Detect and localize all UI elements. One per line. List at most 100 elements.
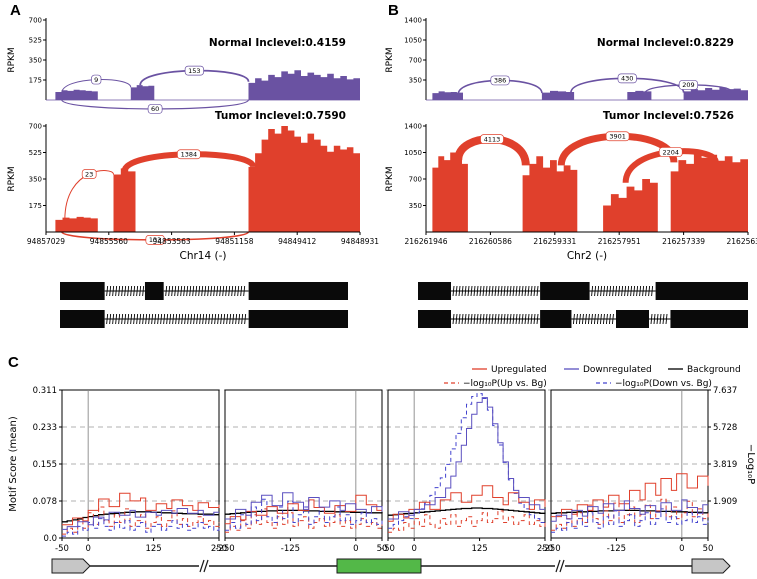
junction-count: 133 <box>149 236 161 244</box>
y-tick-label: 175 <box>29 77 42 85</box>
track-title: Normal Inclevel:0.8229 <box>597 37 734 49</box>
x-tick-label: 94857029 <box>27 237 65 246</box>
x-tick-label: 125 <box>145 544 161 554</box>
exon <box>655 282 748 300</box>
x-axis-title: Chr2 (-) <box>567 250 607 262</box>
y-tick-label: 1400 <box>404 123 422 131</box>
series-down <box>388 397 545 520</box>
subpanel-border <box>387 389 546 539</box>
x-tick-label: 0 <box>411 544 416 554</box>
coverage <box>113 168 136 232</box>
left-axis-title: Motif Score (mean) <box>8 416 19 512</box>
y-tick-label: 350 <box>409 77 422 85</box>
junction-count: 4113 <box>484 135 501 143</box>
right-tick-label: 3.819 <box>713 460 737 470</box>
left-tick-label: 0.233 <box>33 423 57 433</box>
coverage <box>432 152 468 232</box>
junction-count: 430 <box>621 75 633 83</box>
x-tick-label: -250 <box>541 544 560 554</box>
motif-score-plot: 0.0 0.078 0.155 0.233 0.311 1.909 3.819 5.728 7.… <box>8 365 756 574</box>
track-title: Tumor Inclevel:0.7526 <box>603 110 734 122</box>
x-tick-label: 216257951 <box>598 237 641 246</box>
y-axis-title: RPKM <box>385 47 395 72</box>
right-tick-label: 7.637 <box>713 386 737 396</box>
left-tick-label: 0.311 <box>33 386 57 396</box>
y-axis-title: RPKM <box>385 166 395 191</box>
exon <box>144 282 164 300</box>
panel-c-label: C <box>8 354 19 371</box>
junction-count: 3901 <box>609 133 626 141</box>
subpanel-border <box>61 389 220 539</box>
y-tick-label: 175 <box>29 202 42 210</box>
x-tick-label: -50 <box>55 544 69 554</box>
x-tick-label: 250 <box>211 544 227 554</box>
x-tick-label: 216261946 <box>405 237 448 246</box>
legend-label: Upregulated <box>491 365 547 375</box>
exon <box>540 282 590 300</box>
flank-box-left <box>51 558 91 574</box>
break-mark <box>203 559 209 573</box>
coverage <box>248 126 360 232</box>
x-tick-label: 50 <box>703 544 714 554</box>
y-tick-label: 700 <box>409 176 422 184</box>
x-tick-label: 0 <box>85 544 90 554</box>
y-tick-label: 525 <box>29 149 42 157</box>
y-tick-label: 700 <box>409 57 422 65</box>
series-bg <box>62 511 219 523</box>
series-down <box>225 492 383 520</box>
legend-label: −log₁₀P(Up vs. Bg) <box>463 379 547 389</box>
break-mark <box>559 559 565 573</box>
y-tick-label: 1400 <box>404 17 422 25</box>
sashimi-plot-a: 175 350 525 700 RPKM 9 60 153 Normal Inclevel:0.… <box>7 17 379 328</box>
y-tick-label: 350 <box>29 57 42 65</box>
x-tick-label: 94851158 <box>215 237 253 246</box>
subpanel-border <box>550 389 709 539</box>
x-tick-label: 216257339 <box>662 237 705 246</box>
x-tick-label: 0 <box>679 544 684 554</box>
x-tick-label: 94849412 <box>278 237 316 246</box>
break-mark <box>199 559 205 573</box>
series-down <box>551 499 708 522</box>
flank-box-right <box>691 558 731 574</box>
y-tick-label: 1050 <box>404 149 422 157</box>
legend-label: Downregulated <box>583 365 652 375</box>
exon <box>616 310 649 328</box>
coverage <box>248 70 360 100</box>
left-tick-label: 0.078 <box>33 497 57 507</box>
coverage <box>541 90 575 100</box>
coverage <box>130 85 155 100</box>
junction-count: 153 <box>188 67 200 75</box>
exon <box>418 282 451 300</box>
track-title: Normal Inclevel:0.4159 <box>209 37 346 49</box>
series-up <box>551 473 709 518</box>
track-title: Tumor Inclevel:0.7590 <box>215 110 346 122</box>
legend-label: Background <box>687 365 741 375</box>
y-tick-label: 700 <box>29 17 42 25</box>
junction-count: 1384 <box>181 151 198 159</box>
x-tick-label: 94848931 <box>341 237 379 246</box>
right-tick-label: 1.909 <box>713 497 737 507</box>
exon-box <box>336 558 422 574</box>
exon <box>248 310 348 328</box>
series-up <box>62 492 220 526</box>
x-tick-label: 125 <box>471 544 487 554</box>
coverage <box>522 156 578 232</box>
exon <box>670 310 748 328</box>
coverage <box>55 216 98 232</box>
x-tick-label: -50 <box>381 544 395 554</box>
exon <box>60 282 105 300</box>
exon <box>248 282 348 300</box>
x-tick-label: 0 <box>353 544 358 554</box>
coverage <box>670 152 748 232</box>
x-tick-label: 94853563 <box>153 237 191 246</box>
x-tick-label: 216256357 <box>727 237 757 246</box>
exon <box>418 310 451 328</box>
junction-count: 209 <box>682 81 694 89</box>
x-tick-label: 250 <box>537 544 553 554</box>
panel-b-label: B <box>388 2 399 19</box>
y-axis-title: RPKM <box>7 166 17 191</box>
y-tick-label: 350 <box>409 202 422 210</box>
series-up <box>388 485 546 522</box>
y-tick-label: 1050 <box>404 37 422 45</box>
